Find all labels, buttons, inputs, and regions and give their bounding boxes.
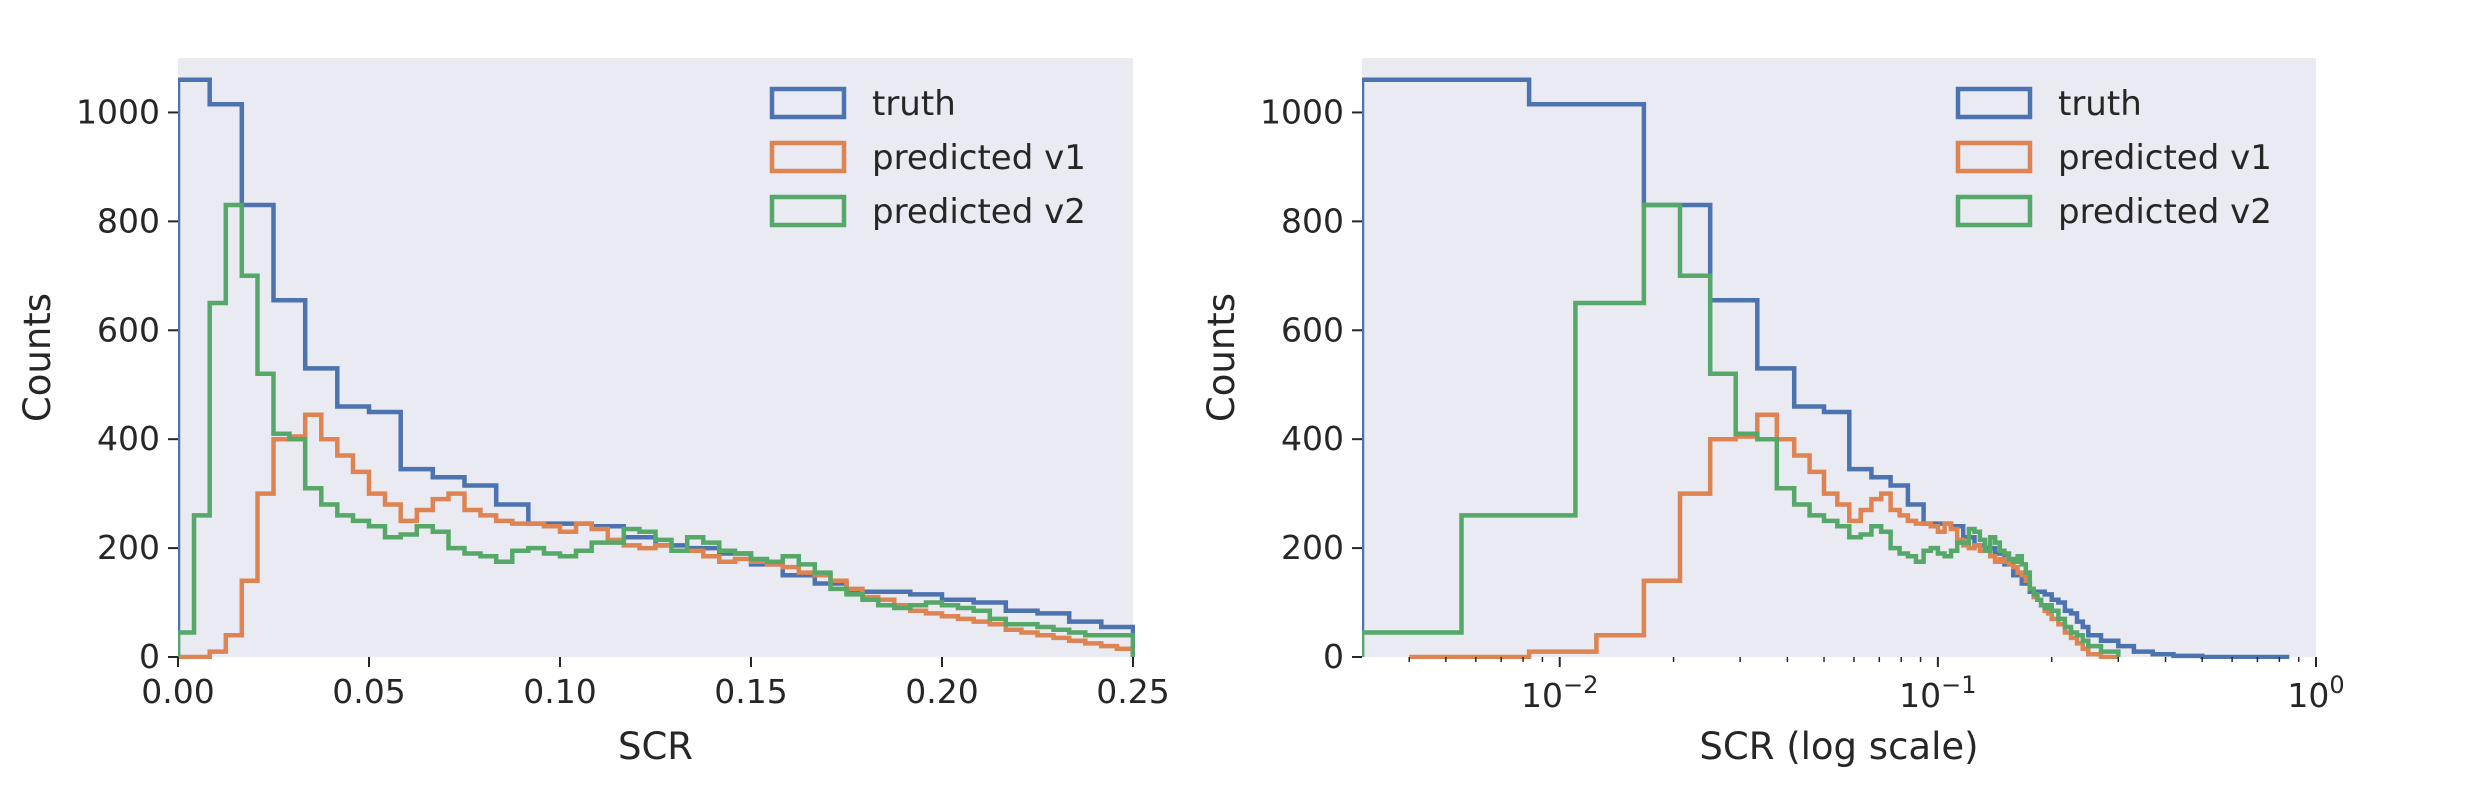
y-tick-label: 600 [1281, 310, 1344, 349]
legend-label-predicted-v2: predicted v2 [872, 192, 1086, 232]
legend-swatch-predicted-v1 [769, 140, 847, 174]
legend-label-predicted-v1: predicted v1 [2058, 138, 2272, 178]
y-axis-label: Counts [16, 293, 59, 422]
y-tick-label: 800 [1281, 201, 1344, 240]
legend: truth predicted v1 predicted v2 [1955, 84, 2272, 232]
y-tick-label: 800 [97, 201, 160, 240]
x-tick-label: 0.20 [905, 672, 978, 711]
legend-swatch-truth [769, 86, 847, 120]
legend-label-truth: truth [872, 84, 956, 124]
x-tick-label: 0.05 [332, 672, 405, 711]
y-tick-label: 200 [97, 528, 160, 567]
right-panel: 0 200 400 600 800 1000 10−2 10−1 100 SCR (log sca… [1200, 58, 2345, 768]
y-tick-label: 200 [1281, 528, 1344, 567]
y-tick-label: 0 [139, 637, 160, 676]
y-axis-label: Counts [1200, 293, 1243, 422]
series-group [1362, 77, 2290, 659]
legend-swatch-predicted-v1 [1955, 140, 2033, 174]
series-group [178, 77, 1135, 659]
series-predicted-v1-step [1409, 412, 2119, 659]
x-tick-label: 0.25 [1096, 672, 1169, 711]
y-tick-label: 400 [97, 419, 160, 458]
x-tick-label: 0.10 [523, 672, 596, 711]
legend-swatch-predicted-v2 [1955, 194, 2033, 228]
legend-label-truth: truth [2058, 84, 2142, 124]
y-tick-label: 1000 [76, 92, 160, 131]
x-tick-label: 10−2 [1521, 671, 1598, 715]
legend: truth predicted v1 predicted v2 [769, 84, 1086, 232]
legend-label-predicted-v2: predicted v2 [2058, 192, 2272, 232]
series-predicted-v2-step [1362, 202, 2121, 657]
plot-area [178, 58, 1133, 657]
x-tick-label: 0.15 [714, 672, 787, 711]
series-truth-step [1362, 77, 2290, 659]
x-axis-label: SCR [618, 725, 693, 768]
x-tick-label: 100 [2287, 671, 2344, 715]
y-tick-label: 1000 [1260, 92, 1344, 131]
legend-swatch-truth [1955, 86, 2033, 120]
plot-area [1362, 58, 2316, 657]
y-tick-label: 600 [97, 310, 160, 349]
x-axis-label: SCR (log scale) [1699, 725, 1978, 768]
y-tick-label: 400 [1281, 419, 1344, 458]
x-tick-label: 0.00 [141, 672, 214, 711]
series-predicted-v1-step [178, 412, 1135, 659]
y-tick-label: 0 [1323, 637, 1344, 676]
left-panel: 0 200 400 600 800 1000 0.00 0.05 0.10 0.15 0.20 0.2… [16, 58, 1170, 768]
legend-swatch-predicted-v2 [769, 194, 847, 228]
x-tick-label: 10−1 [1899, 671, 1976, 715]
series-predicted-v2-step [178, 202, 1135, 657]
legend-label-predicted-v1: predicted v1 [872, 138, 1086, 178]
